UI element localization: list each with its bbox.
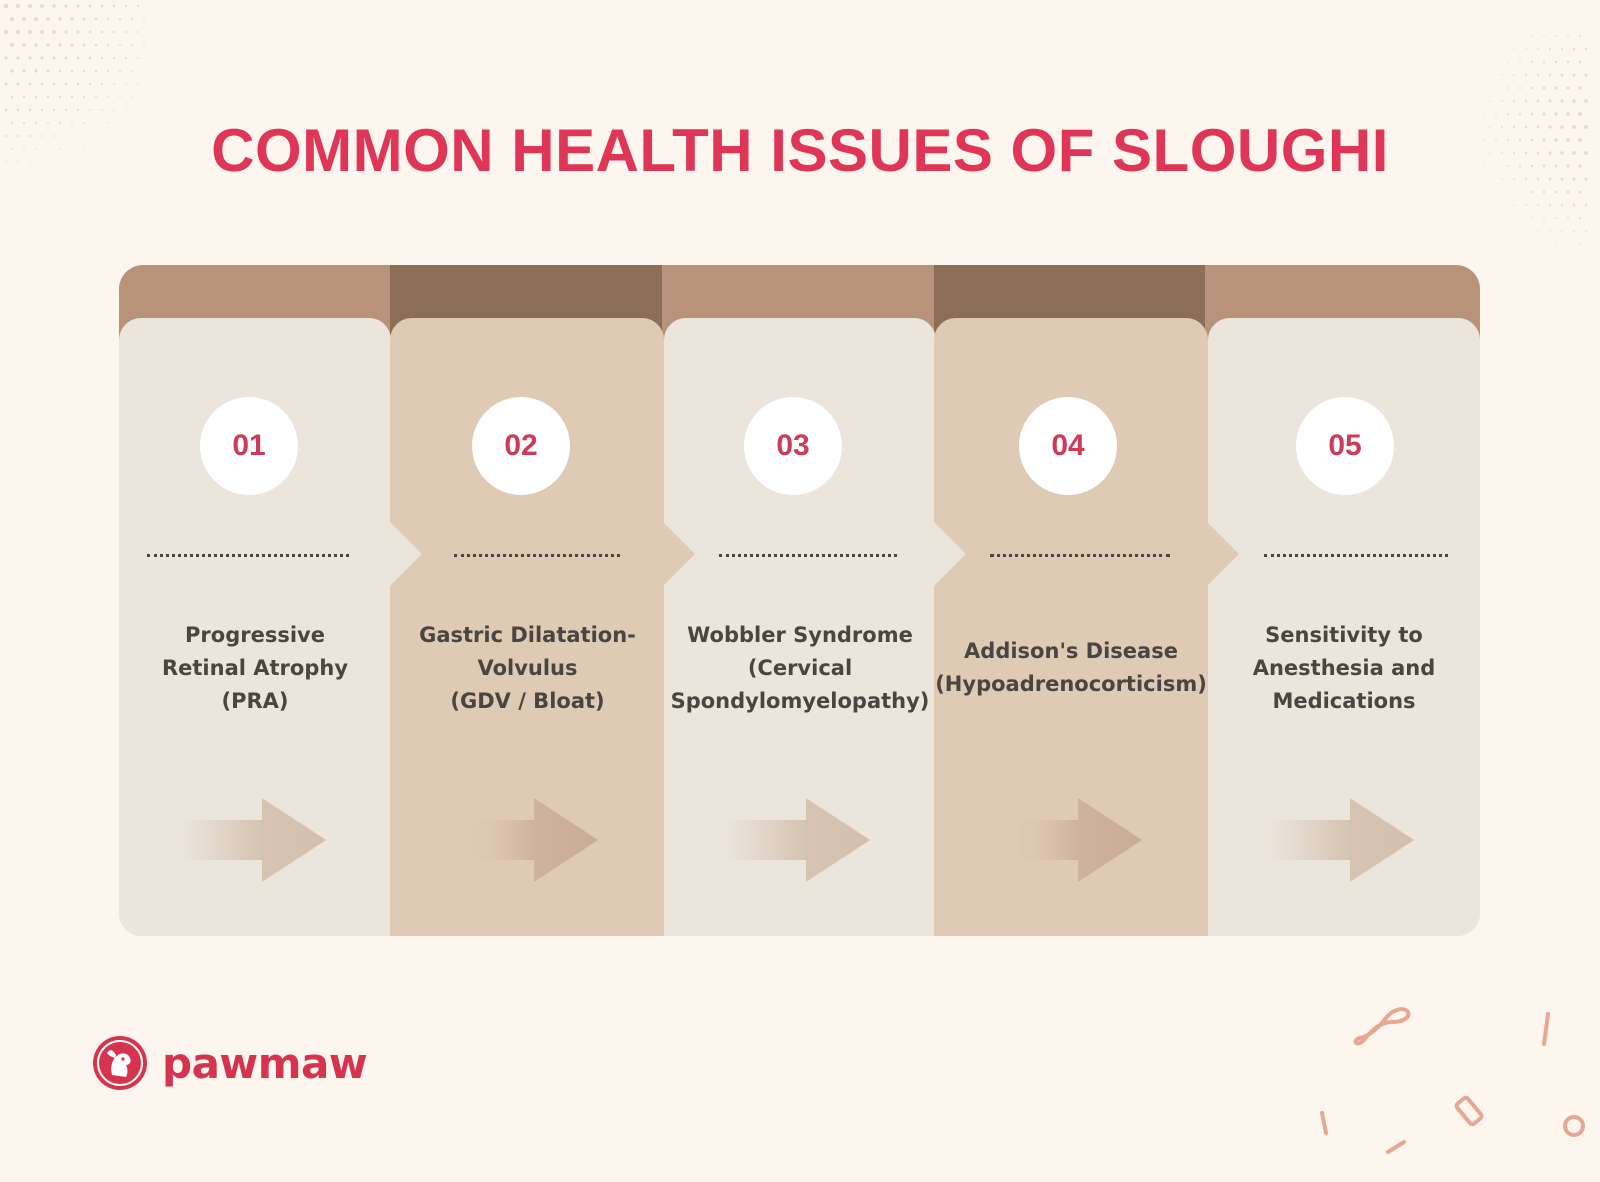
step-1-label: Progressive Retinal Atrophy (PRA) (161, 622, 349, 713)
step-4-right-arrow-icon (996, 798, 1142, 882)
step-5-right-arrow-icon (1268, 798, 1414, 882)
step-2-divider (454, 554, 620, 557)
pawmaw-dog-logo-icon (93, 1036, 147, 1090)
step-4-number: 04 (1051, 429, 1085, 462)
step-5-number-badge: 05 (1296, 397, 1394, 495)
step-3-panel (664, 318, 936, 936)
step-1-number: 01 (232, 429, 266, 462)
step-3-chevron (934, 522, 966, 586)
step-1-top-band (119, 265, 394, 385)
step-2-label: Gastric Dilatation- Volvulus (GDV / Bloa… (419, 622, 636, 713)
step-1-number-badge: 01 (200, 397, 298, 495)
step-3-top-band (662, 265, 937, 385)
step-1-panel (119, 318, 391, 936)
step-5-panel (1208, 318, 1480, 936)
step-4-number-badge: 04 (1019, 397, 1117, 495)
brand-logo: pawmaw (92, 1035, 368, 1091)
step-3-right-arrow-icon (724, 798, 870, 882)
step-4-chevron (1207, 522, 1239, 586)
step-1-right-arrow-icon (180, 798, 326, 882)
step-3-number: 03 (776, 429, 810, 462)
step-5-number: 05 (1328, 429, 1362, 462)
step-4-divider (990, 554, 1170, 557)
step-5-label: Sensitivity to Anesthesia and Medication… (1252, 622, 1436, 713)
step-3-label: Wobbler Syndrome (Cervical Spondylomyelo… (670, 622, 930, 713)
steps-bottom-edge (119, 900, 1480, 936)
step-2-number: 02 (504, 429, 538, 462)
step-2-top-band (390, 265, 665, 385)
step-2-panel (390, 318, 664, 936)
step-4-panel (934, 318, 1208, 936)
step-1-divider (147, 554, 349, 557)
page-title: COMMON HEALTH ISSUES OF SLOUGHI (211, 117, 1389, 184)
step-2-right-arrow-icon (452, 798, 598, 882)
brand-name: pawmaw (162, 1038, 368, 1088)
step-5-divider (1264, 554, 1448, 557)
step-2-number-badge: 02 (472, 397, 570, 495)
step-4-label: Addison's Disease (Hypoadrenocorticism) (935, 639, 1207, 696)
step-4-top-band (934, 265, 1209, 385)
step-1-chevron (390, 522, 422, 586)
step-3-number-badge: 03 (744, 397, 842, 495)
step-3-divider (719, 554, 897, 557)
step-5-top-band (1205, 265, 1480, 385)
step-2-chevron (663, 522, 695, 586)
